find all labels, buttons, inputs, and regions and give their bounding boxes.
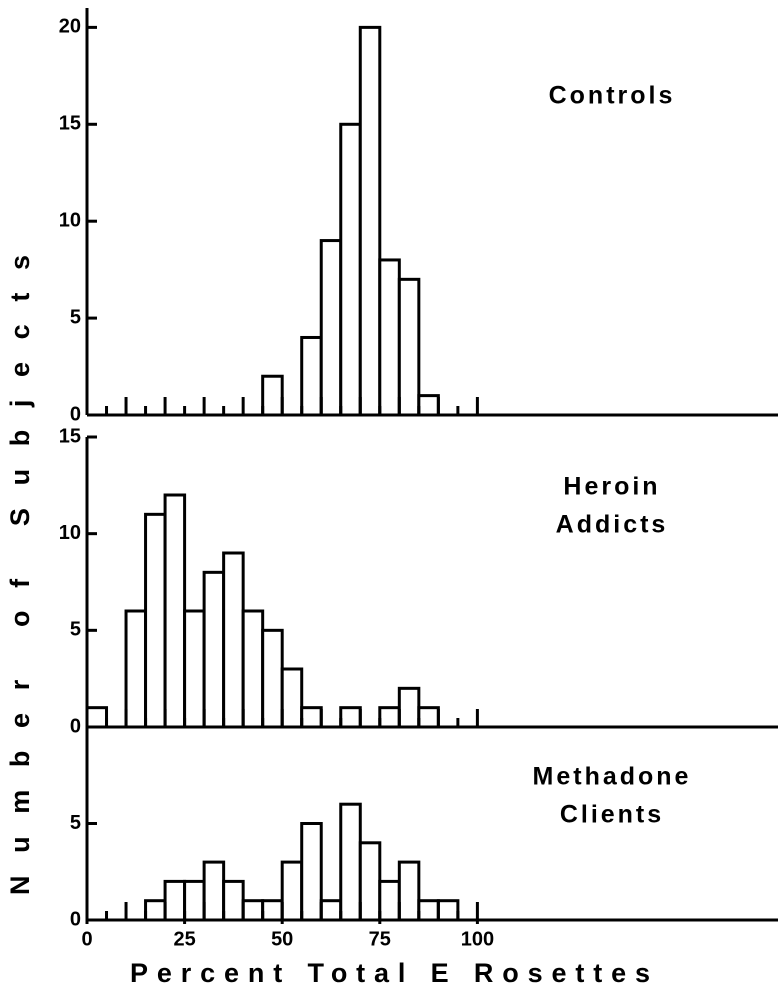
x-tick-label: 100 xyxy=(461,928,494,950)
y-tick-label: 5 xyxy=(70,306,81,328)
bar xyxy=(319,899,343,922)
bar xyxy=(436,899,460,922)
x-tick-label: 25 xyxy=(173,928,195,950)
panel-label: Controls xyxy=(549,82,676,110)
bar xyxy=(241,609,265,729)
bar xyxy=(378,258,401,417)
panel-label: Methadone xyxy=(533,763,692,791)
y-tick-label: 10 xyxy=(59,209,81,231)
y-tick-label: 20 xyxy=(59,16,81,38)
bar xyxy=(222,551,245,729)
bar xyxy=(339,802,362,922)
bar xyxy=(358,25,382,417)
panel-label: Heroin xyxy=(563,473,660,501)
bar xyxy=(300,335,323,417)
bar xyxy=(300,822,323,922)
bar xyxy=(358,841,382,922)
y-tick-label: 15 xyxy=(59,425,81,447)
bar xyxy=(397,860,421,922)
y-tick-label: 15 xyxy=(59,113,81,135)
bar xyxy=(261,899,284,922)
panel-label: Clients xyxy=(560,801,664,829)
bar xyxy=(124,609,148,729)
bar xyxy=(378,706,401,729)
bar xyxy=(378,879,401,922)
y-tick-label: 0 xyxy=(70,403,81,425)
y-axis-label: Number of Subjects xyxy=(5,255,35,895)
bar xyxy=(261,374,284,417)
bar xyxy=(163,493,187,729)
bar xyxy=(222,879,245,922)
y-tick-label: 5 xyxy=(70,812,81,834)
bar xyxy=(339,706,362,729)
bar xyxy=(417,394,440,417)
bar xyxy=(144,512,167,729)
x-tick-label: 0 xyxy=(81,928,92,950)
bar xyxy=(417,899,440,922)
bar xyxy=(339,122,362,417)
bar xyxy=(280,667,304,729)
bar xyxy=(85,706,109,729)
bar xyxy=(183,879,206,922)
x-tick-label: 75 xyxy=(369,928,391,950)
bar xyxy=(417,706,440,729)
bar xyxy=(300,706,323,729)
bar xyxy=(183,609,206,729)
panel-label: Addicts xyxy=(556,511,669,539)
bar xyxy=(397,686,421,729)
x-axis-label: Percent Total E Rosettes xyxy=(130,958,650,988)
bar xyxy=(241,899,265,922)
y-tick-label: 0 xyxy=(70,908,81,930)
bar xyxy=(397,277,421,417)
bar xyxy=(144,899,167,922)
bar xyxy=(202,570,226,729)
x-tick-label: 50 xyxy=(271,928,293,950)
y-tick-label: 5 xyxy=(70,619,81,641)
y-tick-label: 0 xyxy=(70,715,81,737)
y-tick-label: 10 xyxy=(59,522,81,544)
bar xyxy=(319,239,343,417)
bar xyxy=(163,879,187,922)
bar xyxy=(280,860,304,922)
bar xyxy=(202,860,226,922)
bar xyxy=(261,628,284,729)
